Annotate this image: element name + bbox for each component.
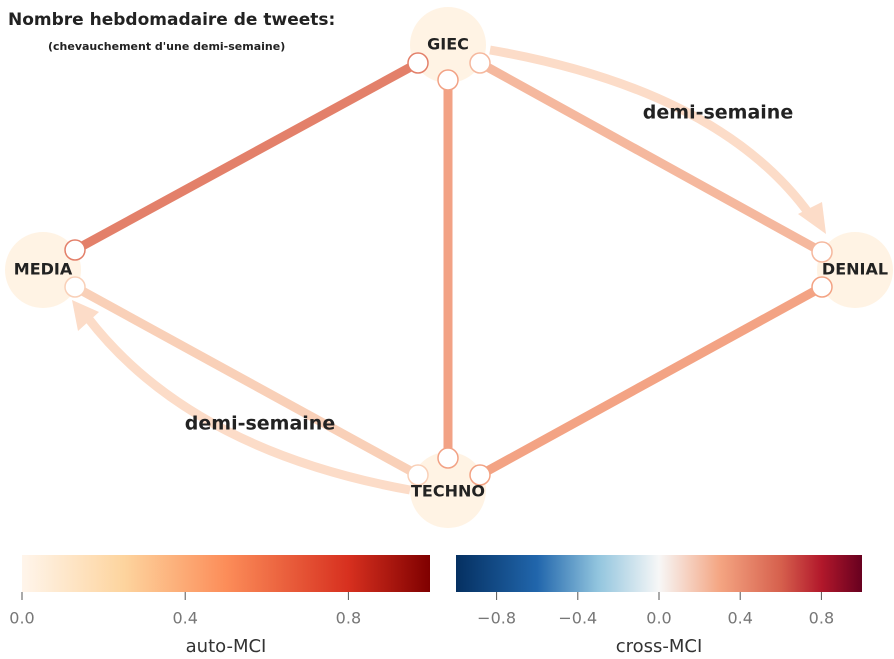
edges — [72, 45, 826, 495]
edge — [477, 59, 825, 256]
arrow-head — [798, 202, 826, 234]
tick-label: −0.8 — [477, 609, 516, 628]
edge-end — [64, 239, 86, 261]
edge-end — [469, 52, 491, 74]
colorbar-label: auto-MCI — [186, 636, 267, 657]
edge-end — [407, 464, 429, 486]
edge-end — [469, 464, 491, 486]
nodes — [5, 7, 893, 528]
edge-label: demi-semaine — [643, 102, 793, 124]
colorbar — [456, 555, 862, 592]
edge — [72, 59, 421, 254]
tick-label: 0.0 — [9, 609, 34, 628]
edge — [477, 283, 825, 479]
title: Nombre hebdomadaire de tweets: — [8, 10, 335, 30]
edge-end — [437, 69, 459, 91]
edge-end — [811, 241, 833, 263]
edge-ends — [64, 52, 833, 486]
edge-label: demi-semaine — [185, 413, 335, 435]
node — [5, 232, 81, 308]
tick-label: −0.4 — [558, 609, 597, 628]
colorbar — [22, 555, 430, 592]
edge — [72, 283, 421, 479]
node-label: TECHNO — [411, 482, 485, 501]
edge-arrow — [489, 45, 814, 218]
subtitle: (chevauchement d'une demi-semaine) — [48, 40, 285, 53]
node-label: GIEC — [427, 35, 469, 54]
edge-arrow — [84, 315, 411, 495]
edge-end — [64, 276, 86, 298]
arrow-head — [72, 300, 99, 331]
edge-end — [811, 276, 833, 298]
tick-label: 0.4 — [172, 609, 197, 628]
colorbar-label: cross-MCI — [616, 636, 703, 657]
tick-label: 0.8 — [336, 609, 361, 628]
tick-label: 0.4 — [727, 609, 752, 628]
edge-end — [437, 447, 459, 469]
edge-end — [407, 52, 429, 74]
tick-label: 0.8 — [809, 609, 834, 628]
node — [410, 7, 486, 83]
node-label: MEDIA — [14, 260, 73, 279]
node — [410, 452, 486, 528]
node — [817, 232, 893, 308]
node-label: DENIAL — [822, 260, 888, 279]
tick-label: 0.0 — [646, 609, 671, 628]
